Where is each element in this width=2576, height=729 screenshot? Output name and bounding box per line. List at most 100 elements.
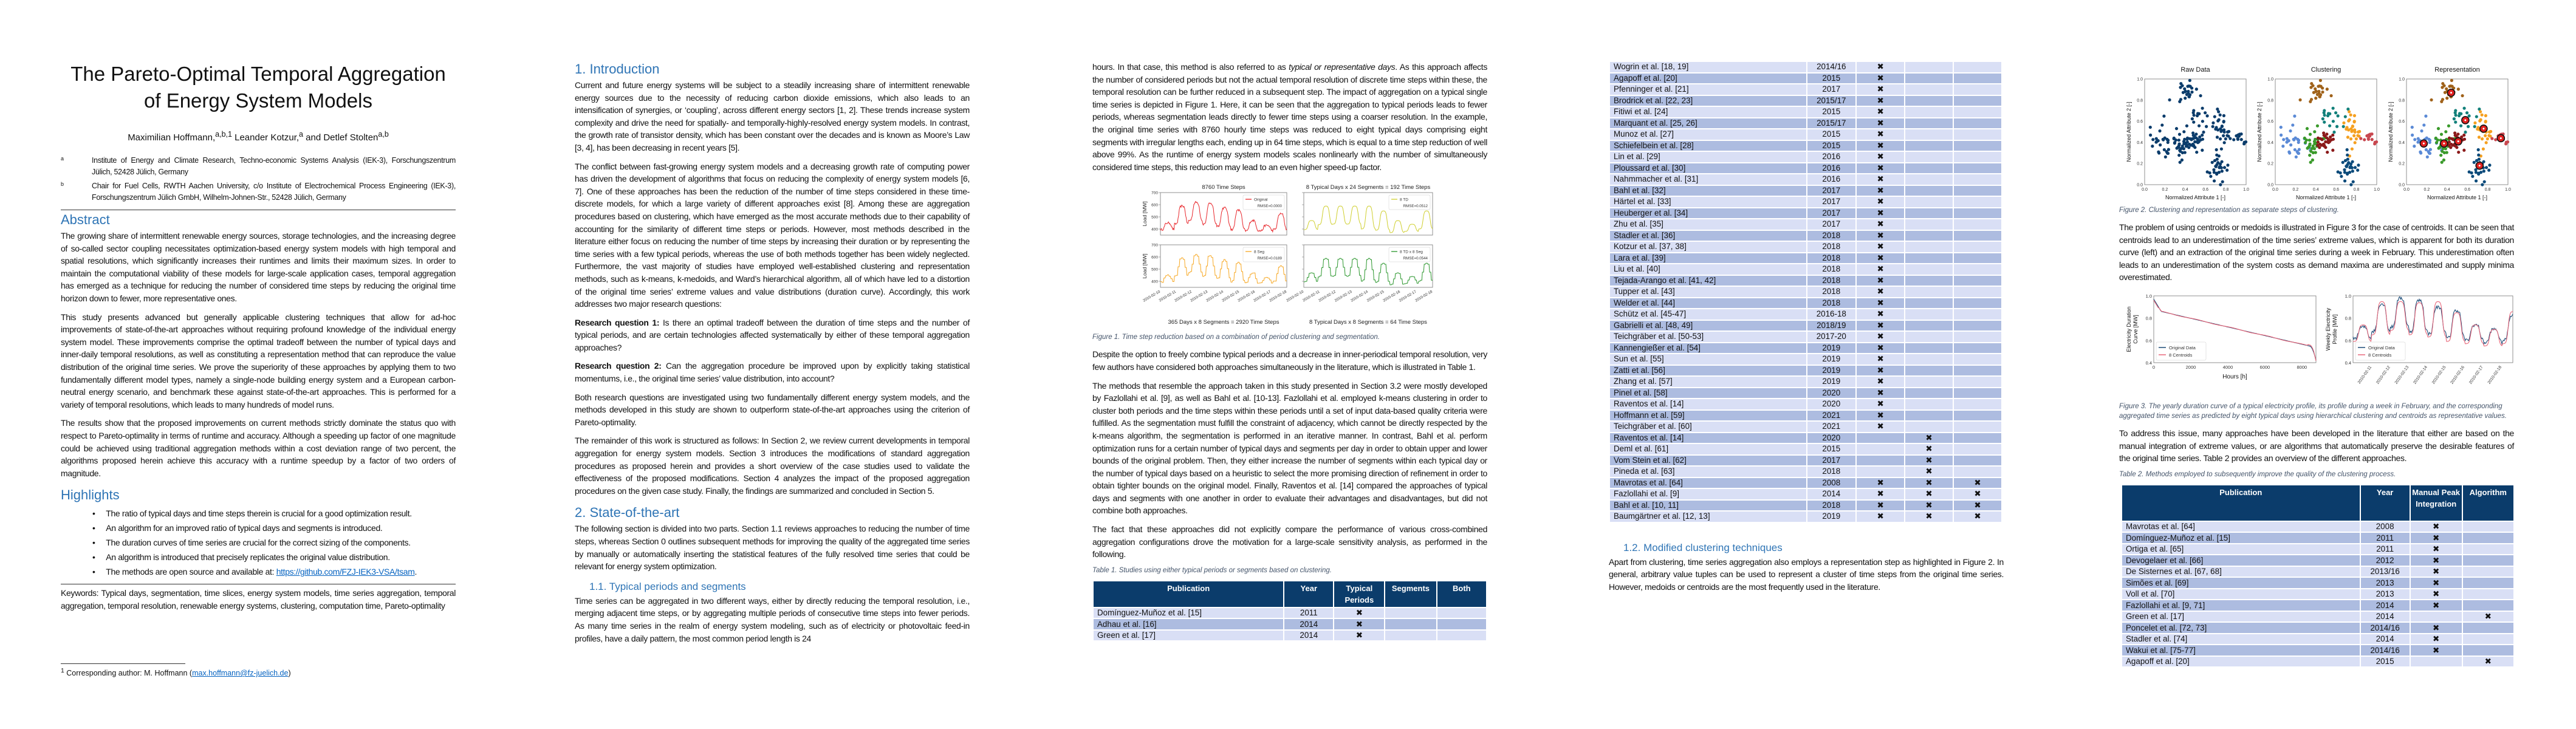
data-point: [2316, 140, 2320, 144]
data-point: [2210, 160, 2214, 164]
data-point: [2177, 139, 2180, 142]
data-point: [2219, 129, 2223, 133]
data-point: [2321, 90, 2324, 94]
cross-mark-icon: ✖: [1877, 332, 1884, 341]
figure-1-caption: Figure 1. Time step reduction based on a…: [1092, 334, 1380, 341]
check-cell: [1904, 196, 1954, 208]
data-point: [2279, 125, 2283, 129]
duration-curve-line: [2153, 299, 2317, 361]
cross-mark-icon: ✖: [1877, 73, 1884, 83]
check-cell: [1904, 375, 1954, 388]
data-point: [2363, 138, 2366, 142]
check-cell: [1904, 162, 1954, 174]
data-point: [2183, 151, 2187, 154]
data-point: [2236, 137, 2239, 140]
figure-2-caption: Figure 2. Clustering and representation …: [2119, 207, 2339, 214]
table-row: Domínguez-Muñoz et al. [15] 2011 ✖: [1092, 606, 1488, 620]
legend-rmse: RMSE=0.0544: [1403, 256, 1428, 261]
year-cell: 2014: [2359, 599, 2411, 612]
subplot-title: Representation: [2434, 66, 2480, 74]
author-email-link[interactable]: max.hoffmann@fz-juelich.de: [192, 669, 289, 678]
check-cell: [1953, 375, 2002, 388]
data-point: [2151, 138, 2155, 142]
data-point: [2194, 132, 2198, 136]
check-cell: ✖: [1855, 162, 1906, 174]
data-point: [2480, 137, 2484, 141]
data-point: [2297, 148, 2301, 151]
data-point: [2202, 130, 2205, 134]
y-tick-label: 0.6: [2345, 338, 2351, 343]
check-cell: [2461, 632, 2515, 646]
publication-cell: Agapoff et al. [20]: [1609, 72, 1807, 84]
x-tick-label: 2010-02-13: [1334, 290, 1353, 303]
publication-cell: Kotzur et al. [37, 38]: [1609, 241, 1807, 253]
legend-box: [1388, 247, 1431, 262]
x-tick-label: 2010-02-18: [1269, 290, 1287, 303]
data-point: [2236, 134, 2241, 138]
check-cell: ✖: [1855, 353, 1906, 366]
legend-label: Original: [1254, 198, 1268, 202]
check-cell: ✖: [1855, 386, 1906, 399]
publication-cell: Zhang et al. [57]: [1609, 375, 1807, 388]
check-cell: [1953, 173, 2002, 186]
check-cell: ✖: [1855, 286, 1906, 298]
table-row: Teichgräber et al. [50-53] 2017-20 ✖: [1609, 330, 2002, 343]
check-cell: [1904, 139, 1954, 152]
data-point: [2194, 87, 2198, 91]
check-cell: [1953, 83, 2002, 96]
data-point: [2177, 143, 2181, 147]
check-cell: [2461, 644, 2515, 657]
data-point: [2350, 147, 2354, 151]
load-series-line: [1160, 254, 1287, 284]
column-header: Segments: [1384, 580, 1437, 608]
data-point: [2182, 130, 2186, 134]
table-row: Fitiwi et al. [24] 2015 ✖: [1609, 106, 2002, 118]
data-point: [2168, 98, 2171, 102]
data-point: [2293, 114, 2297, 118]
publication-cell: Bahl et al. [10, 11]: [1609, 499, 1807, 512]
cross-mark-icon: ✖: [1877, 422, 1884, 431]
data-point: [2441, 146, 2445, 151]
centroid-center: [2422, 142, 2425, 145]
check-cell: [1953, 229, 2002, 242]
data-point: [2331, 106, 2335, 110]
data-point: [2314, 89, 2318, 93]
data-point: [2239, 132, 2243, 136]
publication-cell: Voll et al. [70]: [2121, 587, 2361, 601]
check-cell: ✖: [1904, 476, 1954, 489]
affiliation-a: a Institute of Energy and Climate Researc…: [61, 156, 456, 176]
check-cell: [1904, 151, 1954, 163]
check-cell: [1904, 409, 1954, 422]
data-point: [2331, 148, 2335, 152]
table-row: Mavrotas et al. [64] 2008 ✖: [2121, 520, 2515, 533]
x-tick-label: 2010-02-13: [2394, 365, 2410, 385]
table-row: Raventos et al. [14] 2020 ✖: [1609, 431, 2002, 444]
data-point: [2177, 153, 2181, 157]
paragraph: The problem of using centroids or medoid…: [2119, 222, 2514, 282]
tsam-repository-link[interactable]: https://github.com/FZJ-IEK3-VSA/tsam: [276, 567, 415, 577]
centroid-center: [2482, 128, 2485, 130]
data-point: [2190, 117, 2194, 121]
data-point: [2308, 143, 2312, 147]
column-header: Year: [1283, 580, 1335, 608]
x-tick-label: 0.2: [2293, 188, 2299, 192]
check-cell: ✖: [1855, 420, 1906, 433]
data-point: [2345, 127, 2348, 131]
author: Maximilian Hoffmann,: [128, 132, 216, 143]
data-point: [2242, 142, 2246, 146]
paragraph: Despite the option to freely combine typ…: [1092, 349, 1487, 372]
data-point: [2462, 148, 2466, 152]
data-point: [2456, 87, 2460, 91]
year-cell: 2011: [2359, 542, 2411, 556]
legend-box: [1388, 195, 1431, 210]
check-cell: [1953, 431, 2002, 444]
data-point: [2221, 180, 2224, 183]
table-row: Bahl et al. [10, 11] 2018 ✖ ✖ ✖: [1609, 499, 2002, 512]
x-tick-label: 0.6: [2333, 188, 2339, 192]
publication-cell: Poncelet et al. [72, 73]: [2121, 621, 2361, 634]
data-point: [2473, 121, 2477, 125]
highlights-heading: Highlights: [61, 487, 120, 503]
data-point: [2318, 95, 2322, 98]
cross-mark-icon: ✖: [1877, 107, 1884, 117]
check-cell: ✖: [2409, 644, 2463, 657]
